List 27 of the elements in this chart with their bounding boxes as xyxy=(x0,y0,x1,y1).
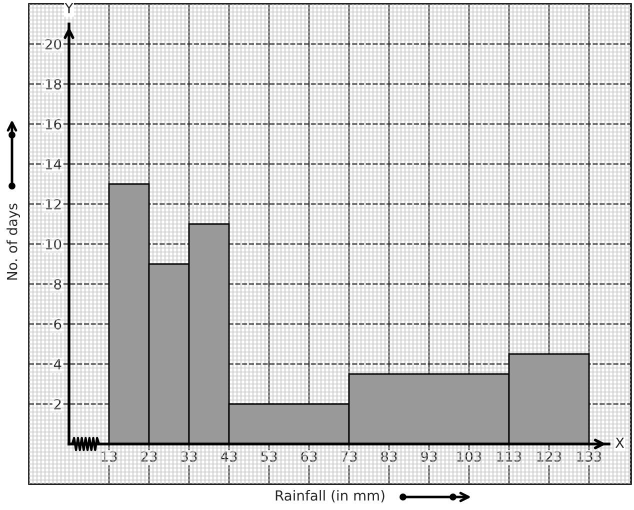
y-tick-label: 20 xyxy=(45,38,62,50)
x-tick-label: 133 xyxy=(577,451,602,462)
y-tick-label: 14 xyxy=(46,159,62,170)
annotation: X xyxy=(615,438,624,448)
y-tick-label: 16 xyxy=(46,118,62,130)
x-axis-title: Rainfall (in mm) xyxy=(276,490,384,502)
y-tick-label: 8 xyxy=(54,278,62,290)
x-tick-label: 123 xyxy=(537,451,562,462)
x-tick-label: 93 xyxy=(421,451,437,462)
y-tick-label: 12 xyxy=(46,198,61,210)
y-tick-label: 2 xyxy=(54,398,61,410)
x-tick-label: 113 xyxy=(497,451,522,462)
x-tick-label: 103 xyxy=(457,451,482,462)
x-tick-label: 53 xyxy=(261,451,277,462)
x-tick-label: 33 xyxy=(181,451,197,462)
y-tick-label: 10 xyxy=(46,238,62,250)
y-tick-label: 18 xyxy=(46,78,62,90)
x-tick-label: 13 xyxy=(102,451,117,462)
y-axis-title: No. of days xyxy=(6,204,20,280)
x-tick-label: 43 xyxy=(220,451,237,462)
x-tick-label: 23 xyxy=(141,451,157,462)
y-tick-label: 6 xyxy=(54,318,62,330)
x-tick-label: 83 xyxy=(381,451,397,462)
y-tick-label: 4 xyxy=(54,359,62,370)
x-tick-label: 63 xyxy=(301,451,317,462)
x-tick-label: 73 xyxy=(341,451,357,462)
annotation: Y xyxy=(64,2,74,14)
